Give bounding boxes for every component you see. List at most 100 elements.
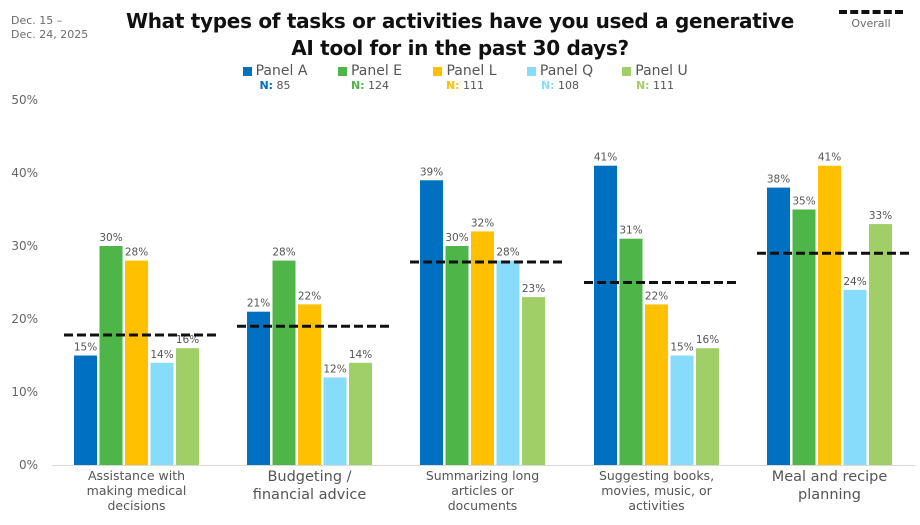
legend-swatch-icon — [337, 66, 347, 76]
dashed-line-icon — [839, 10, 903, 14]
legend-n-value: 108 — [558, 79, 580, 92]
data-label: 28% — [125, 247, 148, 259]
bar — [670, 355, 694, 465]
bar — [696, 348, 719, 465]
data-label: 21% — [247, 298, 270, 310]
legend-n-prefix: N: — [445, 79, 460, 92]
legend-item-panel-u: Panel U N: 111 — [610, 63, 700, 92]
data-label: 22% — [645, 290, 668, 302]
chart-title-line-1: What types of tasks or activities have y… — [125, 9, 795, 33]
bar — [471, 231, 494, 465]
bar — [74, 355, 97, 465]
y-tick-label: 20% — [11, 312, 38, 326]
legend-label: Panel U — [635, 63, 688, 79]
bar — [272, 260, 296, 465]
legend-label: Panel A — [255, 63, 308, 79]
legend-n-prefix: N: — [259, 79, 274, 92]
category-label-line: documents — [447, 498, 518, 513]
category-label-line: Summarizing long — [425, 468, 540, 483]
bar — [349, 362, 372, 465]
bar — [522, 297, 545, 465]
category-label: Budgeting / financial advice — [235, 468, 385, 504]
legend-n-prefix: N: — [540, 79, 555, 92]
bar — [323, 377, 347, 465]
legend-n-prefix: N: — [635, 79, 650, 92]
category-label: Assistance with making medical decisions — [62, 468, 212, 513]
data-label: 31% — [619, 225, 642, 237]
legend-n-value: 111 — [463, 79, 485, 92]
category-label-line: planning — [798, 487, 861, 503]
category-label-line: Budgeting / — [267, 469, 352, 485]
category-label-line: Suggesting books, — [598, 468, 715, 483]
date-line-1: Dec. 15 – — [11, 14, 63, 27]
bar — [247, 311, 270, 465]
overall-legend: Overall — [836, 10, 906, 30]
data-label: 30% — [99, 232, 122, 244]
category-label-line: financial advice — [252, 487, 367, 503]
legend-n-value: 111 — [653, 79, 675, 92]
legend-item-panel-e: Panel E N: 124 — [325, 63, 415, 92]
bar — [496, 260, 520, 465]
legend-item-panel-a: Panel A N: 85 — [230, 63, 320, 92]
data-label: 12% — [323, 363, 346, 375]
chart-title-line-2: AI tool for in the past 30 days? — [291, 36, 629, 60]
y-tick-label: 0% — [19, 458, 38, 472]
y-tick-label: 40% — [11, 166, 38, 180]
bar — [298, 304, 321, 465]
category-label-line: movies, music, or — [601, 483, 712, 498]
bar — [594, 165, 617, 465]
data-label: 22% — [298, 290, 321, 302]
legend-swatch-icon — [433, 66, 443, 76]
legend-label: Panel Q — [539, 63, 594, 79]
data-label: 35% — [792, 196, 815, 208]
legend-swatch-icon — [622, 66, 632, 76]
bar — [99, 246, 123, 465]
bar — [869, 224, 892, 465]
overall-legend-label: Overall — [851, 17, 891, 30]
category-label: Meal and recipe planning — [755, 468, 905, 504]
data-label: 38% — [767, 174, 790, 186]
data-label: 28% — [496, 247, 519, 259]
legend-swatch-icon — [526, 66, 536, 76]
legend-n-value: 124 — [368, 79, 390, 92]
category-label-line: decisions — [107, 498, 166, 513]
category-label-line: activities — [628, 498, 685, 513]
bar — [645, 304, 668, 465]
bar — [619, 238, 643, 465]
data-label: 24% — [843, 276, 866, 288]
category-label-line: Assistance with — [87, 468, 186, 483]
data-label: 32% — [471, 217, 494, 229]
y-tick-label: 30% — [11, 239, 38, 253]
data-label: 41% — [818, 152, 841, 164]
legend-item-panel-l: Panel L N: 111 — [420, 63, 510, 92]
legend-n-value: 85 — [276, 79, 291, 92]
data-label: 16% — [176, 334, 199, 346]
data-label: 33% — [869, 210, 892, 222]
bar — [420, 180, 443, 466]
legend: Panel A N: 85 Panel E N: 124 Panel L N: … — [230, 63, 700, 92]
bar — [445, 246, 469, 465]
bar — [818, 165, 841, 465]
data-label: 28% — [272, 247, 295, 259]
y-tick-label: 50% — [11, 93, 38, 107]
y-tick-label: 10% — [11, 385, 38, 399]
legend-label: Panel L — [446, 63, 497, 79]
category-label-line: articles or — [451, 483, 514, 498]
category-label: Summarizing long articles or documents — [408, 468, 558, 513]
category-label-line: Meal and recipe — [771, 469, 888, 485]
bar — [176, 348, 199, 465]
data-label: 14% — [150, 349, 173, 361]
data-label: 15% — [670, 342, 693, 354]
category-label: Suggesting books, movies, music, or activi… — [582, 468, 732, 513]
bar — [792, 209, 816, 465]
bar — [843, 289, 867, 465]
date-line-2: Dec. 24, 2025 — [11, 28, 89, 41]
date-range: Dec. 15 – Dec. 24, 2025 — [11, 14, 88, 42]
data-label: 16% — [696, 334, 719, 346]
data-label: 14% — [349, 349, 372, 361]
category-label-line: making medical — [86, 483, 187, 498]
legend-label: Panel E — [350, 63, 403, 79]
data-label: 39% — [420, 166, 443, 178]
bar — [125, 260, 148, 465]
